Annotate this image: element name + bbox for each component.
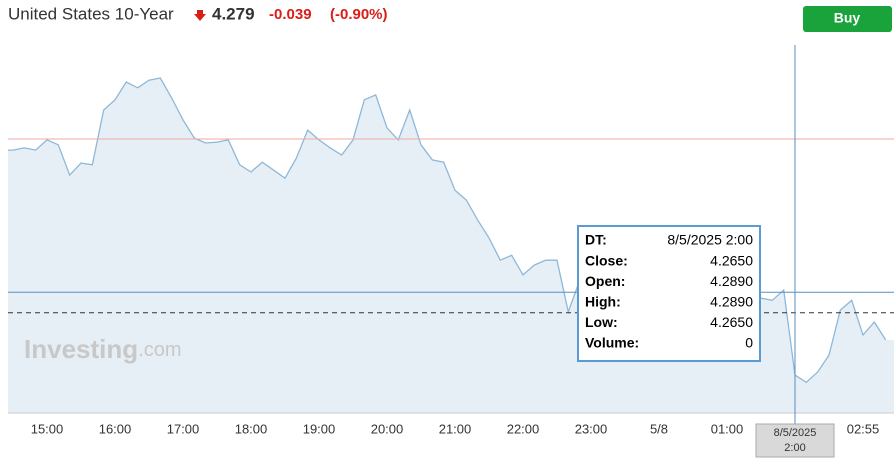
watermark-suffix: .com (138, 339, 181, 361)
x-tick-label: 17:00 (167, 421, 200, 436)
change: -0.039 (269, 6, 312, 23)
tooltip-value: 0 (745, 335, 753, 351)
x-tick-label: 01:00 (711, 421, 744, 436)
tooltip-key: Volume: (585, 335, 639, 351)
crosshair-label-box (755, 423, 835, 458)
tooltip-key: Low: (585, 314, 618, 330)
x-tick-label: 19:00 (303, 421, 336, 436)
tooltip-key: DT: (585, 232, 607, 248)
tooltip-value: 4.2890 (710, 273, 753, 289)
x-tick-label: 21:00 (439, 421, 472, 436)
tooltip-key: Close: (585, 252, 628, 268)
x-tick-label: 16:00 (99, 421, 132, 436)
tooltip-value: 4.2650 (710, 314, 753, 330)
instrument-title: United States 10-Year (8, 4, 174, 23)
x-tick-label: 23:00 (575, 421, 608, 436)
x-tick-label: 18:00 (235, 421, 268, 436)
plot: 15:00 16:00 17:00 18:00 19:00 20:00 21:00 22:00… (8, 45, 894, 458)
price: 4.279 (212, 4, 255, 23)
watermark: Investing.com (24, 334, 181, 364)
tooltip-value: 4.2890 (710, 294, 753, 310)
change-pct: (-0.90%) (330, 6, 388, 23)
tooltip-value: 8/5/2025 2:00 (667, 232, 753, 248)
watermark-brand: Investing (24, 334, 138, 364)
x-tick-label: 5/8 (650, 421, 668, 436)
crosshair-label: 8/5/2025 (774, 427, 817, 439)
tooltip-key: Open: (585, 273, 625, 289)
x-tick-label: 02:55 (847, 421, 880, 436)
tooltip-key: High: (585, 294, 621, 310)
x-tick-label: 20:00 (371, 421, 404, 436)
x-tick-label: 22:00 (507, 421, 540, 436)
x-tick-label: 15:00 (31, 421, 64, 436)
tooltip-box (577, 225, 761, 362)
tooltip-value: 4.2650 (710, 252, 753, 268)
buy-button[interactable] (803, 6, 892, 32)
down-arrow (194, 10, 206, 21)
buy-label[interactable]: Buy (834, 10, 861, 26)
area (8, 78, 894, 413)
crosshair-label: 2:00 (784, 442, 805, 454)
